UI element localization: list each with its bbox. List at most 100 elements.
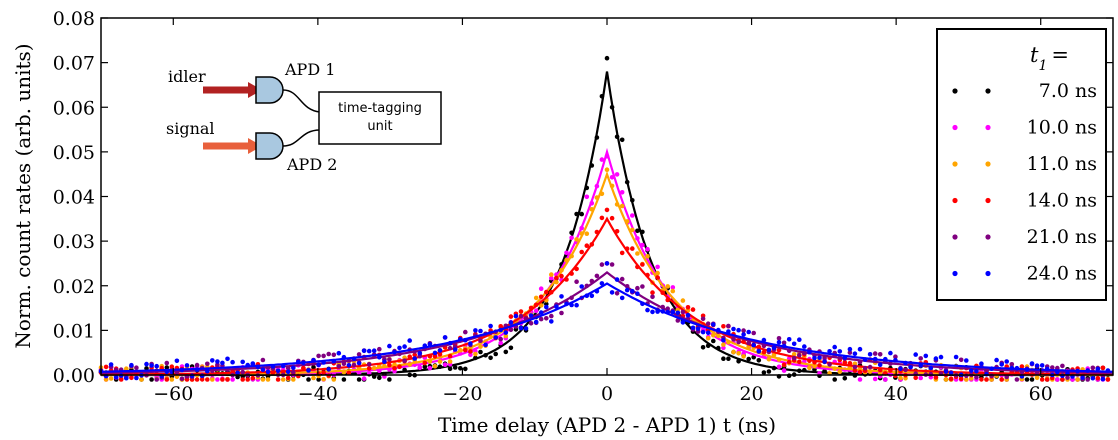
data-point: [852, 364, 858, 370]
data-point: [589, 293, 595, 299]
data-point: [1090, 365, 1096, 371]
data-point: [670, 288, 676, 294]
data-point: [108, 362, 114, 367]
data-point: [852, 351, 858, 357]
data-point: [923, 353, 929, 359]
legend-marker: [985, 197, 991, 204]
data-point: [579, 284, 584, 289]
data-point: [1029, 361, 1035, 366]
data-point: [291, 377, 296, 382]
data-point: [549, 313, 554, 319]
data-point: [599, 281, 605, 286]
data-point: [1085, 377, 1090, 382]
data-point: [705, 330, 711, 336]
data-point: [377, 375, 382, 381]
data-point: [584, 231, 590, 236]
data-point: [619, 250, 625, 256]
data-point: [245, 377, 250, 382]
data-point: [645, 246, 650, 252]
data-point: [680, 320, 686, 325]
x-tick-label: −40: [298, 383, 338, 405]
data-point: [361, 348, 367, 354]
data-point: [341, 377, 347, 382]
data-point: [285, 375, 291, 381]
data-point: [751, 354, 756, 360]
data-point: [488, 323, 493, 329]
data-point: [458, 366, 463, 371]
data-point: [888, 350, 893, 356]
data-point: [964, 358, 969, 363]
data-point: [655, 275, 660, 280]
data-point: [847, 350, 853, 355]
data-point: [943, 377, 949, 382]
data-point: [549, 272, 554, 277]
data-point: [903, 367, 908, 373]
data-point: [316, 353, 321, 359]
data-point: [397, 345, 402, 351]
data-point: [554, 275, 559, 281]
data-point: [761, 349, 767, 355]
data-point: [356, 377, 362, 382]
legend-label: 11.0 ns: [1027, 153, 1097, 175]
data-point: [387, 377, 392, 382]
data-point: [215, 359, 220, 364]
data-point: [129, 362, 134, 368]
data-point: [447, 353, 453, 359]
data-point: [731, 349, 736, 355]
data-point: [1060, 377, 1065, 382]
data-point: [857, 346, 863, 352]
data-point: [559, 294, 564, 299]
data-point: [118, 377, 124, 382]
data-point: [412, 352, 418, 358]
data-point: [751, 342, 756, 348]
data-point: [164, 377, 170, 382]
data-point: [437, 359, 443, 364]
data-point: [402, 344, 407, 349]
idler-label: idler: [168, 67, 206, 86]
x-tick-label: 60: [1029, 383, 1053, 405]
data-point: [468, 349, 473, 354]
data-point: [199, 377, 205, 382]
data-point: [356, 352, 362, 357]
data-point: [640, 262, 645, 267]
fit-line: [101, 282, 1113, 373]
setup-schematic: idler signal APD 1 APD 2 time-tagging un…: [166, 60, 442, 174]
data-point: [230, 359, 235, 365]
data-point: [149, 377, 154, 382]
data-point: [1055, 377, 1060, 382]
signal-arrowhead: [248, 138, 262, 154]
data-point: [746, 329, 751, 335]
data-point: [442, 335, 448, 340]
data-point: [614, 172, 620, 177]
data-point: [1024, 377, 1030, 382]
data-point: [948, 376, 954, 382]
data-point: [958, 376, 964, 382]
data-point: [670, 285, 676, 290]
unit-label-line1: time-tagging: [338, 101, 422, 116]
data-point: [756, 358, 762, 363]
data-point: [953, 354, 959, 360]
data-point: [1090, 375, 1096, 381]
data-point: [751, 330, 756, 336]
data-point: [766, 356, 772, 362]
legend-marker: [952, 124, 958, 131]
data-point: [908, 365, 913, 370]
legend-marker: [952, 88, 958, 94]
data-point: [984, 377, 989, 382]
data-point: [508, 320, 514, 325]
data-point: [736, 339, 741, 345]
data-point: [538, 294, 544, 300]
data-point: [685, 305, 691, 310]
data-point: [412, 356, 418, 361]
y-tick-label: 0.00: [53, 365, 95, 387]
data-point: [316, 377, 321, 382]
data-point: [316, 362, 321, 368]
data-point: [321, 353, 326, 359]
data-point: [726, 356, 731, 362]
data-point: [680, 309, 686, 315]
data-point: [225, 356, 230, 362]
data-point: [134, 375, 139, 381]
data-point: [1095, 375, 1101, 381]
data-point: [478, 344, 483, 349]
data-point: [382, 359, 387, 365]
